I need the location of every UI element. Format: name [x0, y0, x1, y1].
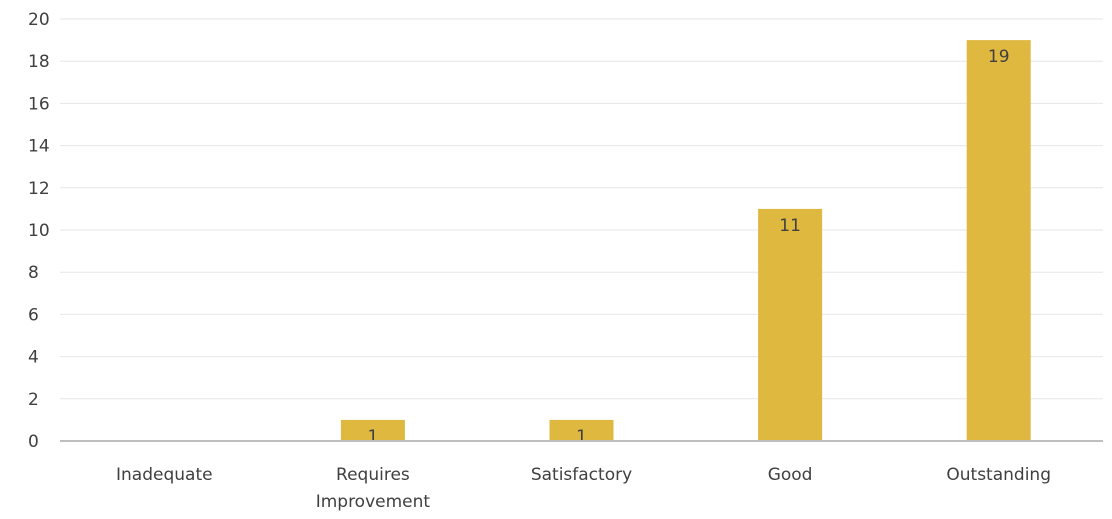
y-tick-label: 8 — [28, 263, 39, 283]
y-tick-label: 14 — [28, 137, 50, 157]
y-tick-label: 16 — [28, 94, 50, 114]
data-label: 19 — [988, 47, 1010, 67]
y-tick-label: 2 — [28, 390, 39, 410]
data-label: 1 — [576, 427, 587, 447]
y-tick-label: 20 — [28, 10, 50, 30]
bar — [340, 419, 405, 441]
y-tick-label: 4 — [28, 348, 39, 368]
x-tick-label: Improvement — [316, 492, 431, 512]
x-tick-label: Requires — [336, 465, 410, 485]
y-tick-label: 10 — [28, 221, 50, 241]
bar — [758, 208, 823, 441]
data-label: 1 — [367, 427, 378, 447]
x-tick-label: Outstanding — [946, 465, 1051, 485]
y-tick-label: 6 — [28, 305, 39, 325]
data-label: 11 — [779, 216, 801, 236]
y-tick-label: 12 — [28, 179, 50, 199]
y-tick-label: 18 — [28, 52, 50, 72]
y-tick-label: 0 — [28, 432, 39, 452]
x-tick-label: Inadequate — [116, 465, 213, 485]
x-tick-label: Good — [768, 465, 813, 485]
bar — [549, 419, 614, 441]
x-tick-label: Satisfactory — [531, 465, 632, 485]
bar — [966, 40, 1031, 441]
